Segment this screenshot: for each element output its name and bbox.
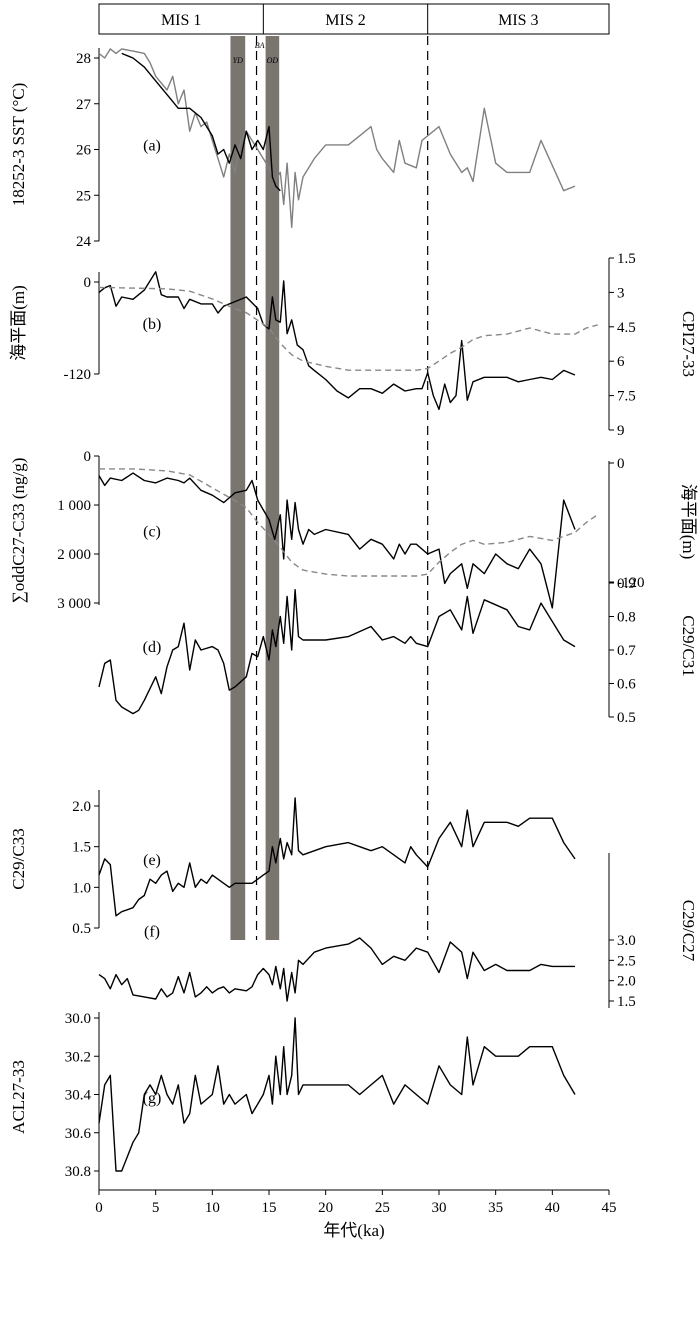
data-panels: 24 25 26 27 28 18252-3 SST (°C) (a) -120 0 海平面(m)… [9,48,698,1182]
series-line-e-0 [98,797,576,917]
y-tick-label: 3 [617,285,625,301]
y-tick-label: 2.0 [72,799,91,815]
shaded-band-od [265,36,280,940]
event-label-od: OD [267,56,279,65]
x-tick-label: 35 [488,1200,503,1216]
y-axis-title-left-e: C29/C33 [9,828,28,889]
panel-label-g: (g) [143,1090,162,1107]
mis-stage-label: MIS 1 [161,12,201,29]
x-tick-label: 30 [432,1200,447,1216]
panel-label-a: (a) [143,138,161,155]
y-tick-label: 30.2 [65,1049,91,1065]
y-axis-title-left-a: 18252-3 SST (°C) [9,83,28,207]
y-tick-label: 0 [84,275,92,291]
panel-label-c: (c) [143,524,161,541]
y-tick-label: 0.5 [72,921,91,937]
panel-c: 0 1 000 2 000 3 000 ∑oddC27-C33 (ng/g) -120 0 海… [9,449,698,612]
y-tick-label: 4.5 [617,320,636,336]
y-tick-label: 0.7 [617,643,636,659]
mis-stage-label: MIS 3 [498,12,538,29]
y-tick-label: 30.0 [65,1011,91,1027]
series-line-a-0 [98,48,576,228]
y-axis-title-right-c: 海平面(m) [679,484,698,560]
mis-header-frame [98,3,610,35]
y-tick-label: 1.5 [617,994,636,1010]
y-tick-label: 27 [76,97,92,113]
y-tick-label: 2.5 [617,953,636,969]
x-tick-label: 5 [152,1200,160,1216]
y-tick-label: 0.9 [617,576,636,592]
y-tick-label: -120 [64,367,92,383]
panel-a: 24 25 26 27 28 18252-3 SST (°C) (a) [9,48,576,250]
series-line-d-0 [98,589,576,715]
series-line-c-0 [98,472,576,609]
x-tick-label: 20 [318,1200,333,1216]
panel-label-f: (f) [144,924,160,941]
y-axis-title-right-b: CPI27-33 [679,311,698,377]
y-axis-title-left-b: 海平面(m) [9,285,28,361]
y-tick-label: 2 000 [57,547,91,563]
panel-e: 0.5 1.0 1.5 2.0 C29/C33 (e) [9,790,576,937]
panel-label-e: (e) [143,852,161,869]
y-tick-label: 28 [76,51,91,67]
series-line-b-0 [98,271,576,411]
x-tick-label: 45 [602,1200,617,1216]
y-tick-label: 3.0 [617,933,636,949]
y-tick-label: 24 [76,234,92,250]
x-axis: 0 5 10 15 20 25 30 35 40 45 年代(ka) [95,1182,617,1240]
y-tick-label: 0.8 [617,610,636,626]
x-tick-label: 15 [262,1200,277,1216]
series-line-g-0 [98,1017,576,1172]
series-line-c-1 [99,468,599,577]
panel-label-b: (b) [143,316,162,333]
y-tick-label: 30.8 [65,1164,91,1180]
shaded-band-yd [230,36,246,940]
y-tick-label: 30.4 [65,1088,92,1104]
y-tick-label: 0 [84,449,92,465]
x-axis-title: 年代(ka) [323,1221,384,1240]
x-tick-label: 10 [205,1200,220,1216]
y-tick-label: 7.5 [617,389,636,405]
y-tick-label: 2.0 [617,974,636,990]
panel-label-d: (d) [143,639,162,656]
y-tick-label: 0.5 [617,710,636,726]
y-tick-label: 25 [76,188,91,204]
y-tick-label: 3 000 [57,596,91,612]
y-tick-label: 0 [617,456,625,472]
panel-f: 1.5 2.0 2.5 3.0 C29/C27 (f) [98,853,698,1010]
y-tick-label: -120 [617,575,645,591]
y-tick-label: 1.5 [617,251,636,267]
y-tick-label: 1.0 [72,880,91,896]
panel-d: 0.5 0.6 0.7 0.8 0.9 C29/C31 (d) [98,575,698,726]
y-axis-title-right-d: C29/C31 [679,615,698,676]
panel-g: 30.0 30.2 30.4 30.6 30.8 ACL27-33 (g) [9,1011,576,1182]
x-tick-label: 0 [95,1200,103,1216]
y-tick-label: 26 [76,143,92,159]
series-line-a-1 [121,52,281,192]
y-axis-title-right-f: C29/C27 [679,900,698,962]
y-tick-label: 30.6 [65,1126,92,1142]
x-tick-label: 40 [545,1200,560,1216]
series-line-f-0 [98,937,575,1002]
y-tick-label: 0.6 [617,677,636,693]
event-label-yd: YD [233,56,243,65]
y-axis-title-left-c: ∑oddC27-C33 (ng/g) [9,458,28,604]
x-tick-label: 25 [375,1200,390,1216]
y-axis-title-left-g: ACL27-33 [9,1060,28,1134]
y-tick-label: 6 [617,354,625,370]
mis-stage-label: MIS 2 [325,12,365,29]
y-tick-label: 9 [617,423,625,439]
y-tick-label: 1 000 [57,498,91,514]
panel-b: -120 0 海平面(m) 1.5 3 4.5 6 7.5 9 CPI27-33 (b) [9,251,698,439]
series-line-b-1 [98,286,598,371]
mis-stage-header: MIS 1 MIS 2 MIS 3 [98,3,610,35]
y-tick-label: 1.5 [72,840,91,856]
dashed-boundary-lines [255,36,429,940]
event-label-ba: BA [255,41,265,50]
